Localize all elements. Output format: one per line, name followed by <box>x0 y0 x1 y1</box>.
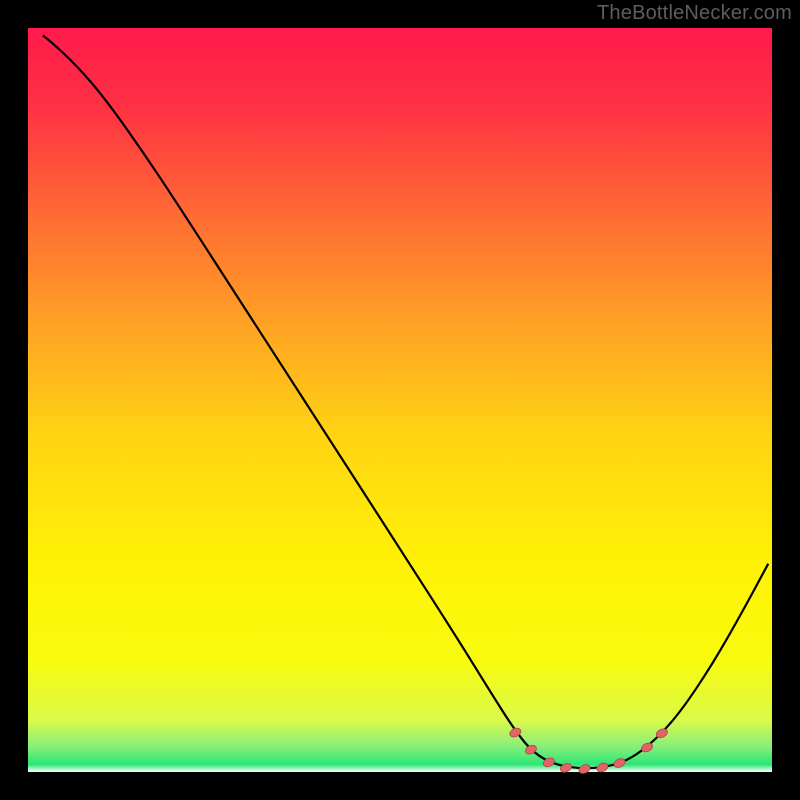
bottleneck-chart <box>0 0 800 800</box>
chart-plot-area <box>28 28 772 772</box>
chart-frame <box>0 0 800 800</box>
watermark-source-label: TheBottleNecker.com <box>597 2 792 25</box>
